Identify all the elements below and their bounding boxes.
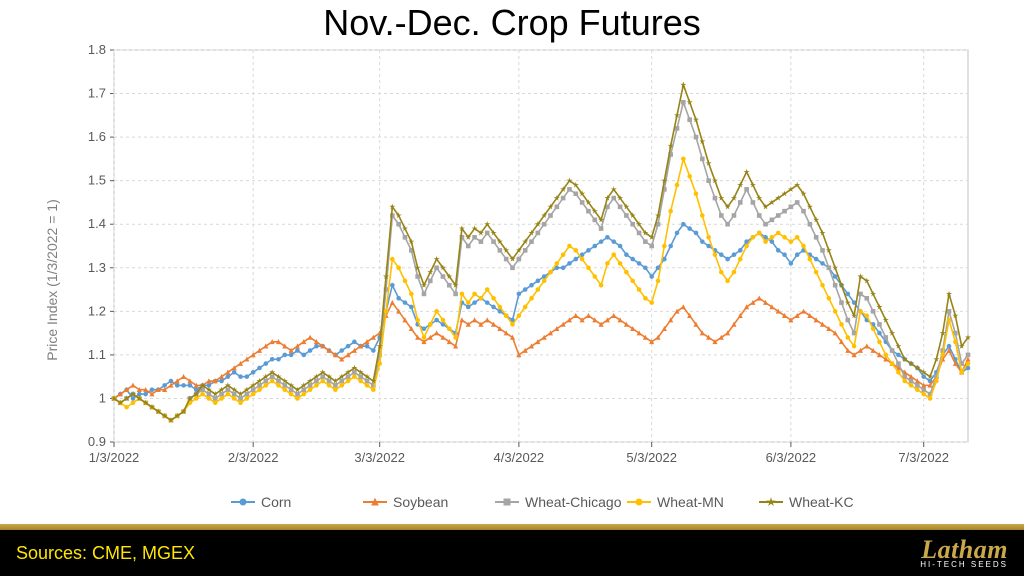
- svg-text:Corn: Corn: [261, 494, 291, 510]
- svg-text:Soybean: Soybean: [393, 494, 448, 510]
- chart-title: Nov.-Dec. Crop Futures: [0, 2, 1024, 44]
- svg-text:1.3: 1.3: [88, 260, 106, 275]
- svg-text:1/3/2022: 1/3/2022: [89, 450, 140, 465]
- sources-text: Sources: CME, MGEX: [16, 543, 195, 564]
- svg-text:1.7: 1.7: [88, 86, 106, 101]
- chart-container: Price Index (1/3/2022 = 1) 0.911.11.21.3…: [60, 40, 980, 520]
- svg-text:1.5: 1.5: [88, 173, 106, 188]
- svg-text:2/3/2022: 2/3/2022: [228, 450, 279, 465]
- svg-text:0.9: 0.9: [88, 434, 106, 449]
- svg-text:6/3/2022: 6/3/2022: [766, 450, 817, 465]
- svg-text:1.2: 1.2: [88, 303, 106, 318]
- svg-text:1.8: 1.8: [88, 42, 106, 57]
- y-axis-label: Price Index (1/3/2022 = 1): [44, 199, 60, 361]
- svg-text:Wheat-KC: Wheat-KC: [789, 494, 854, 510]
- svg-text:3/3/2022: 3/3/2022: [354, 450, 405, 465]
- brand-logo: Latham HI-TECH SEEDS: [920, 537, 1008, 569]
- svg-text:1: 1: [99, 390, 106, 405]
- svg-text:7/3/2022: 7/3/2022: [898, 450, 949, 465]
- logo-subtext: HI-TECH SEEDS: [920, 561, 1008, 569]
- svg-text:1.1: 1.1: [88, 347, 106, 362]
- line-chart: 0.9 1 1.1 1.2 1.3 1.4 1.5 1.6 1.7 1.8 1/3/2022 2/3/…: [60, 40, 980, 520]
- svg-text:1.6: 1.6: [88, 129, 106, 144]
- svg-text:5/3/2022: 5/3/2022: [626, 450, 677, 465]
- svg-text:Wheat-MN: Wheat-MN: [657, 494, 724, 510]
- svg-text:4/3/2022: 4/3/2022: [494, 450, 545, 465]
- svg-text:Wheat-Chicago: Wheat-Chicago: [525, 494, 622, 510]
- footer-bar: Sources: CME, MGEX Latham HI-TECH SEEDS: [0, 530, 1024, 576]
- svg-text:1.4: 1.4: [88, 216, 106, 231]
